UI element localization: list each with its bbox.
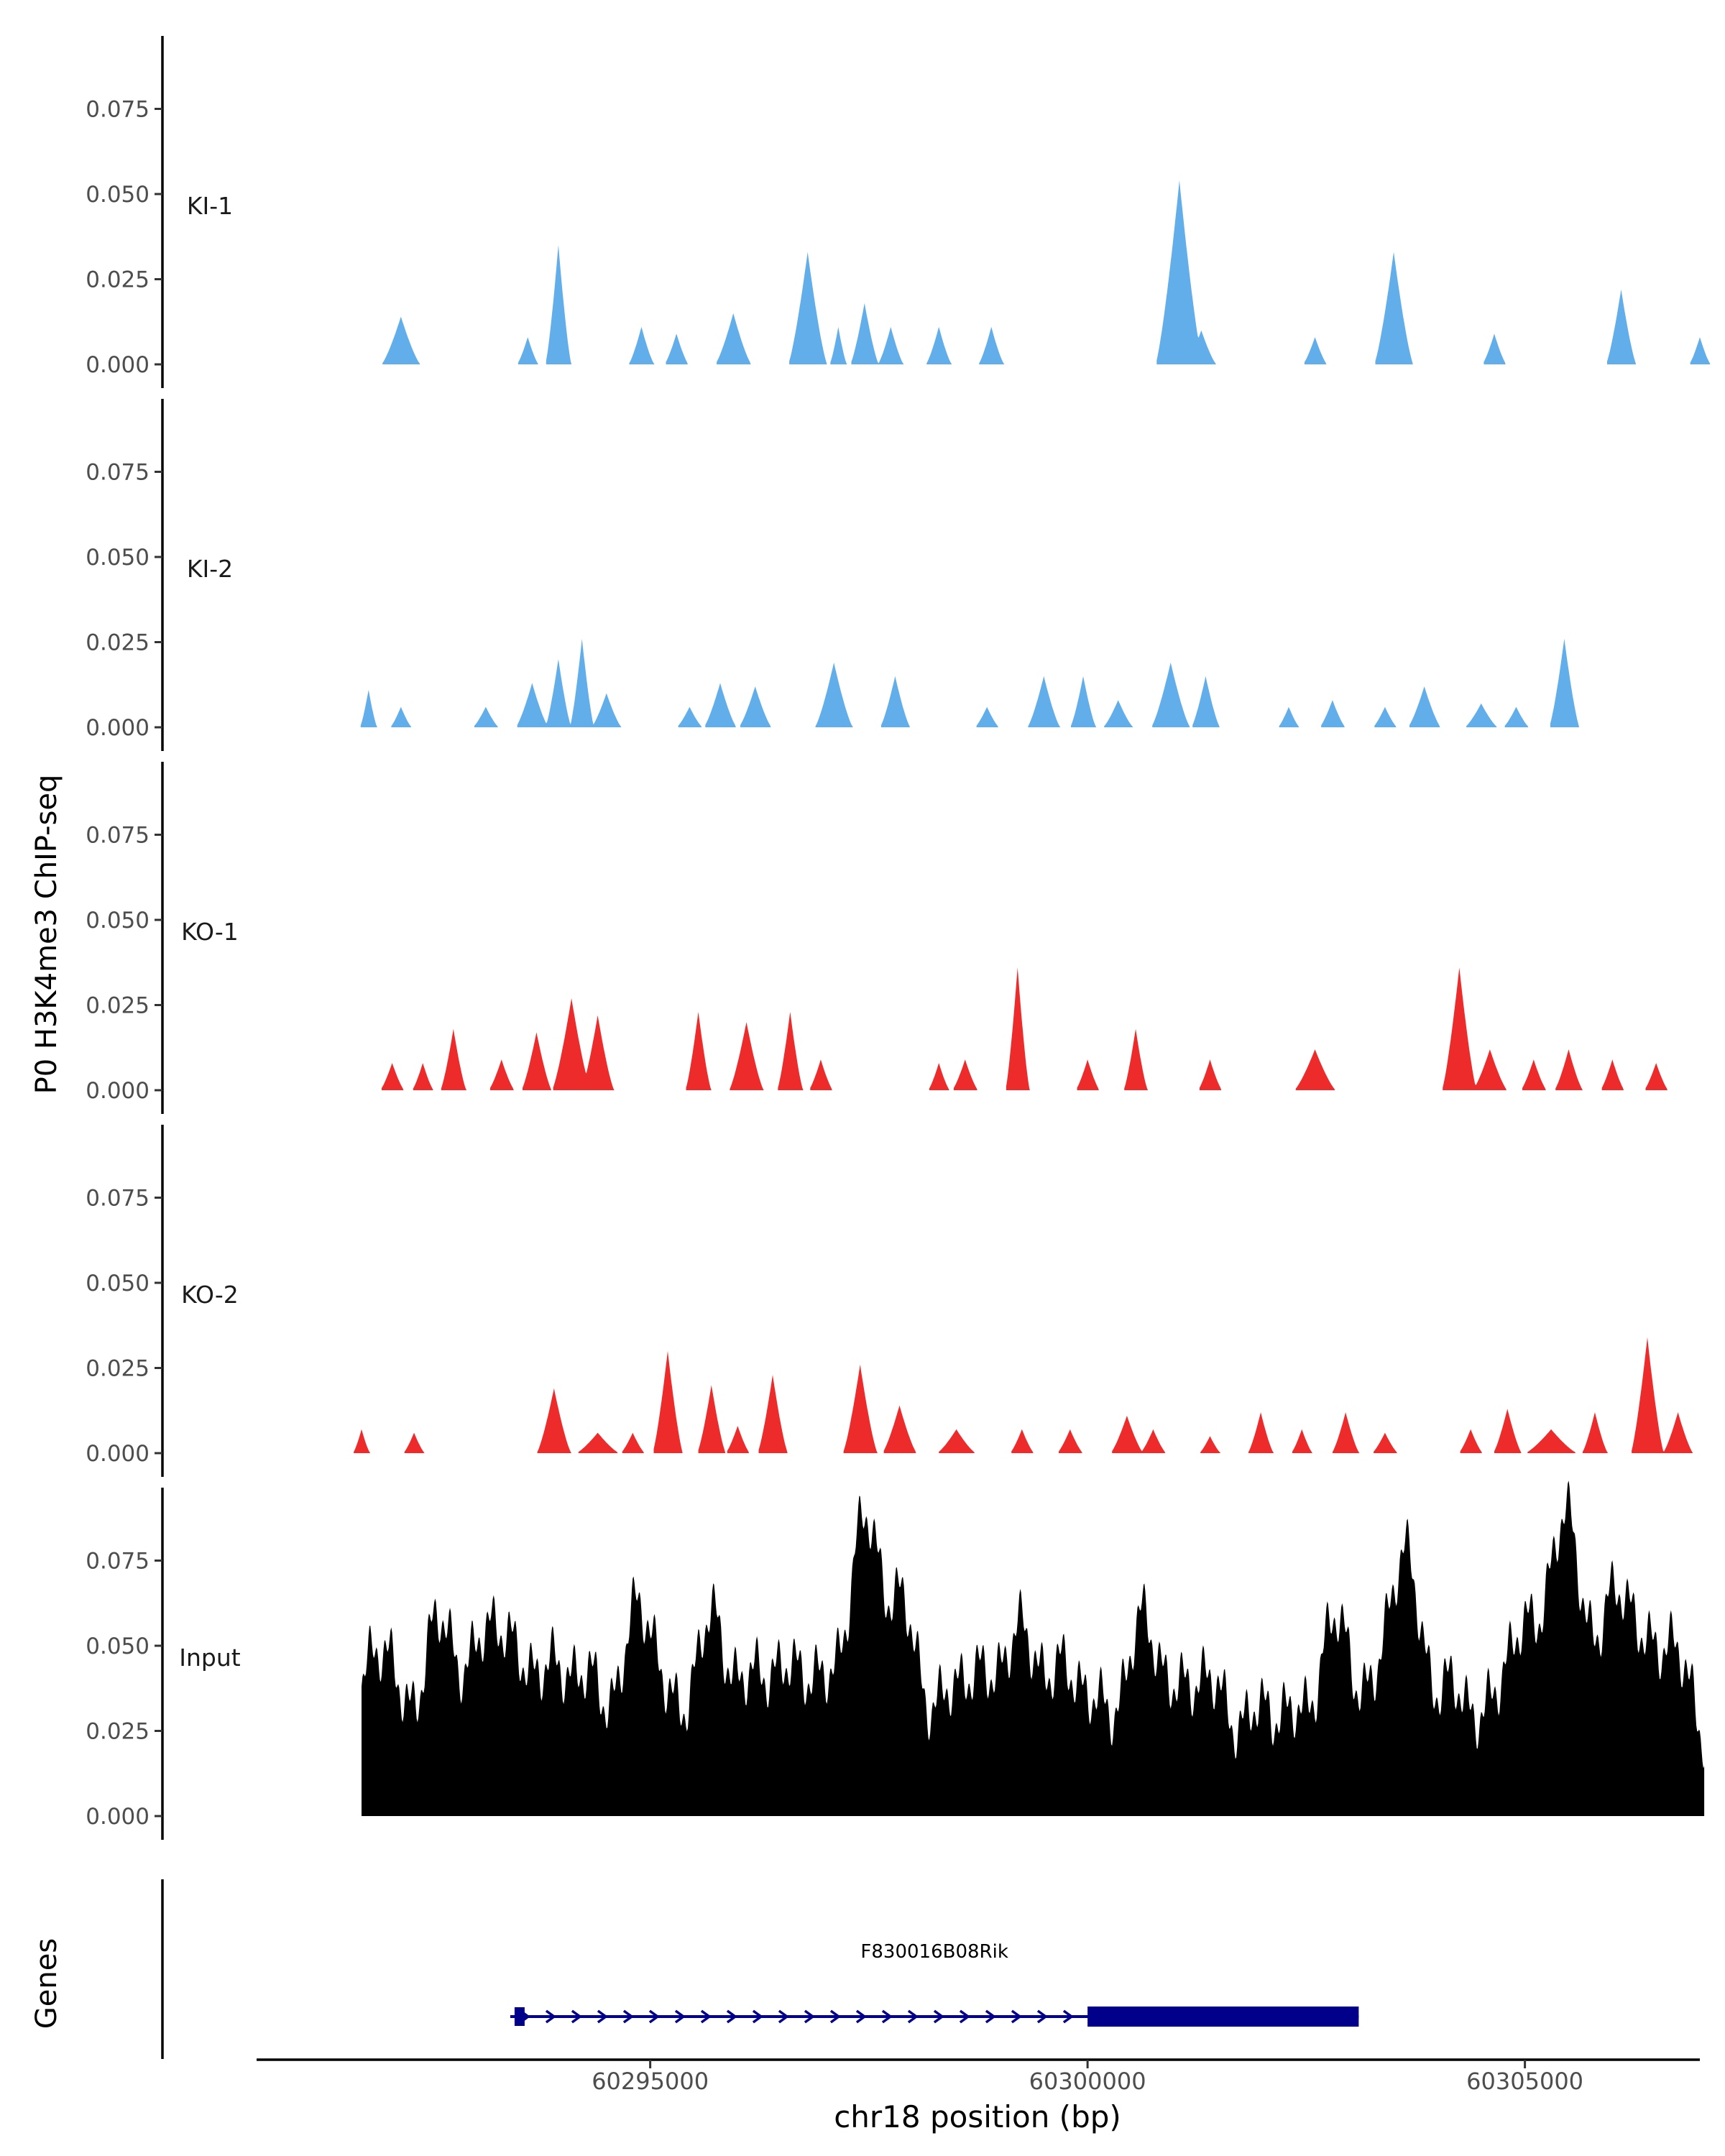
track-input: 0.000 0.025 0.050 0.075 Input <box>86 1480 1705 1840</box>
signal-area-input <box>362 1480 1705 1816</box>
y-tick-label: 0.050 <box>86 545 150 571</box>
strand-arrow <box>804 2009 815 2024</box>
signal-tracks: 0.0000.0250.0500.075KI-10.0000.0250.0500… <box>86 36 1711 1840</box>
x-axis-title: chr18 position (bp) <box>834 2099 1121 2134</box>
strand-arrow <box>597 2009 608 2024</box>
y-tick-label: 0.050 <box>86 1271 150 1296</box>
strand-arrow <box>1062 2009 1074 2024</box>
track-label: Input <box>179 1644 241 1672</box>
track-ko-2: 0.000 0.025 0.050 0.075 KO-2 <box>86 1125 1693 1477</box>
strand-arrow <box>1036 2009 1048 2024</box>
y-tick-label: 0.050 <box>86 908 150 934</box>
x-tick-label: 60305000 <box>1466 2068 1583 2095</box>
strand-arrow <box>933 2009 944 2024</box>
strand-arrow <box>881 2009 893 2024</box>
y-tick-label: 0.075 <box>86 460 150 486</box>
y-tick-label: 0.000 <box>86 1441 150 1467</box>
track-ki-1: 0.000 0.025 0.050 0.075 KI-1 <box>86 36 1711 388</box>
strand-arrow <box>855 2009 867 2024</box>
y-tick-label: 0.025 <box>86 993 150 1019</box>
gene-track-title: Genes <box>30 1938 63 2029</box>
y-tick-label: 0.075 <box>86 1186 150 1212</box>
track-label: KO-2 <box>181 1281 239 1309</box>
strand-arrow <box>1011 2009 1022 2024</box>
y-tick-label: 0.000 <box>86 1804 150 1830</box>
gene-coding-block <box>1087 2007 1359 2027</box>
strand-arrow <box>752 2009 763 2024</box>
strand-arrow <box>959 2009 970 2024</box>
signal-area-ko-1 <box>382 967 1668 1090</box>
x-tick-label: 60300000 <box>1029 2068 1146 2095</box>
y-tick-label: 0.000 <box>86 352 150 378</box>
y-tick-label: 0.025 <box>86 267 150 293</box>
strand-arrow <box>778 2009 789 2024</box>
strand-arrow <box>829 2009 841 2024</box>
gene-name-label: F830016B08Rik <box>860 1941 1008 1963</box>
gene-track: Genes F830016B08Rik <box>30 1879 1359 2059</box>
strand-arrow <box>985 2009 996 2024</box>
y-tick-label: 0.025 <box>86 1719 150 1745</box>
y-tick-label: 0.075 <box>86 823 150 849</box>
track-label: KI-2 <box>187 555 233 583</box>
gene-model: F830016B08Rik <box>510 1941 1359 2027</box>
strand-arrow <box>622 2009 634 2024</box>
gene-exon <box>514 2007 525 2026</box>
strand-arrow <box>700 2009 712 2024</box>
track-ki-2: 0.000 0.025 0.050 0.075 KI-2 <box>86 399 1580 751</box>
y-tick-label: 0.025 <box>86 630 150 656</box>
strand-arrow <box>726 2009 737 2024</box>
track-label: KO-1 <box>181 918 239 946</box>
y-tick-label: 0.075 <box>86 1549 150 1575</box>
track-ko-1: 0.000 0.025 0.050 0.075 KO-1 <box>86 762 1668 1114</box>
strand-arrow <box>907 2009 919 2024</box>
strand-arrow <box>674 2009 686 2024</box>
y-tick-label: 0.000 <box>86 715 150 741</box>
y-axis-title: P0 H3K4me3 ChIP-seq <box>30 775 63 1095</box>
strand-arrow <box>571 2009 582 2024</box>
x-tick-label: 60295000 <box>592 2068 709 2095</box>
strand-arrow <box>545 2009 556 2024</box>
signal-area-ki-1 <box>382 180 1711 364</box>
y-tick-label: 0.025 <box>86 1356 150 1382</box>
signal-area-ko-2 <box>354 1337 1693 1453</box>
y-tick-label: 0.050 <box>86 1634 150 1659</box>
strand-arrow <box>648 2009 660 2024</box>
signal-area-ki-2 <box>360 638 1580 727</box>
x-axis: 60295000 60300000 60305000 <box>257 2058 1700 2095</box>
y-tick-label: 0.075 <box>86 97 150 123</box>
y-tick-label: 0.000 <box>86 1078 150 1104</box>
track-label: KI-1 <box>187 192 233 220</box>
y-tick-label: 0.050 <box>86 182 150 208</box>
